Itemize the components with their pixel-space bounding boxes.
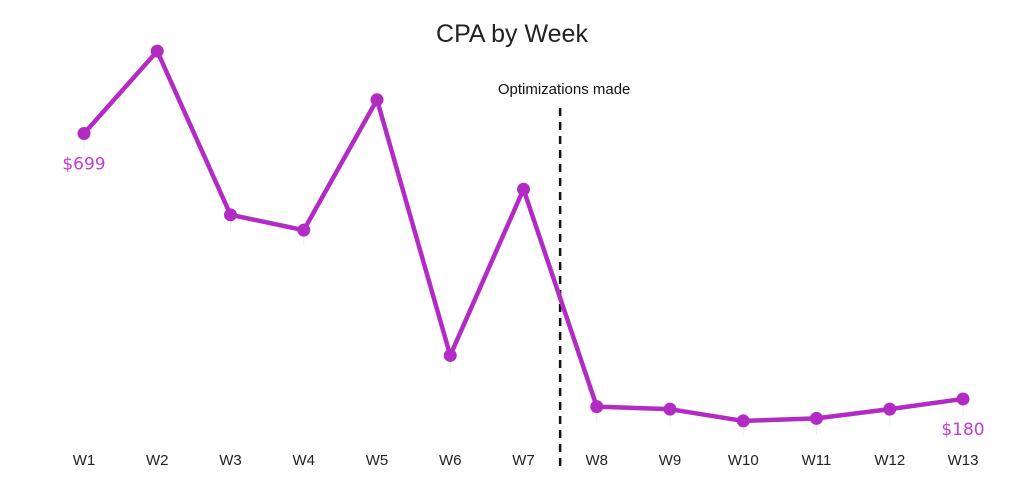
data-point-w2: [150, 44, 164, 58]
data-point-w13: [956, 392, 970, 406]
x-tick-label-w6: W6: [439, 452, 462, 469]
series-layer: [77, 44, 970, 437]
annotation-label: Optimizations made: [498, 81, 631, 98]
data-point-w6: [443, 348, 457, 362]
data-point-w7: [517, 182, 530, 196]
data-point-w12: [883, 402, 897, 416]
x-axis-ticks: W1 W2 W3 W4 W5 W6 W7 W8 W9 W10 W11 W12 W13: [73, 452, 979, 469]
x-tick-label-w1: W1: [73, 452, 96, 469]
data-label-w1: $699: [62, 154, 105, 174]
data-point-w8: [590, 400, 604, 414]
x-tick-label-w3: W3: [219, 452, 242, 469]
data-point-w9: [663, 402, 677, 416]
x-tick-label-w8: W8: [586, 452, 609, 469]
data-point-w10: [736, 414, 750, 428]
x-tick-label-w10: W10: [728, 452, 759, 469]
labels-layer: $699 $180: [62, 154, 984, 439]
x-tick-label-w4: W4: [293, 452, 316, 469]
x-tick-label-w5: W5: [366, 452, 389, 469]
x-tick-label-w7: W7: [512, 452, 535, 469]
data-point-w11: [810, 411, 823, 425]
annotation-layer: Optimizations made: [498, 81, 631, 470]
x-tick-label-w12: W12: [874, 452, 905, 469]
chart-title: CPA by Week: [436, 20, 588, 48]
x-tick-label-w9: W9: [659, 452, 682, 469]
series-line: [81, 48, 966, 424]
data-point-w1: [77, 126, 91, 140]
x-tick-label-w11: W11: [802, 452, 832, 469]
data-label-w13: $180: [941, 420, 984, 440]
data-point-w4: [297, 223, 311, 237]
data-point-w3: [224, 208, 237, 222]
x-tick-label-w2: W2: [146, 452, 169, 469]
x-tick-label-w13: W13: [948, 452, 979, 469]
data-point-w5: [370, 93, 384, 107]
